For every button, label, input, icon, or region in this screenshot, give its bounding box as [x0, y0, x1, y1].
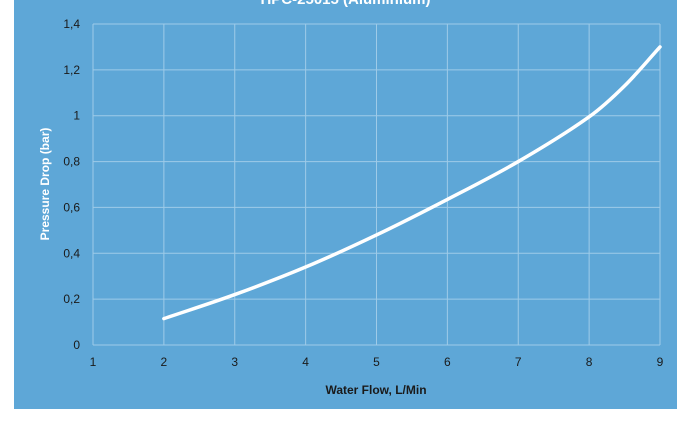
chart-title: HPC-25015 (Aluminium) [0, 0, 691, 8]
y-tick-label: 0 [73, 338, 80, 352]
x-tick-label: 1 [90, 355, 97, 369]
gridlines [92, 23, 661, 346]
y-tick-label: 0,8 [63, 155, 80, 169]
series-line [162, 45, 662, 321]
x-tick-label: 6 [444, 355, 451, 369]
y-tick-label: 0,6 [63, 200, 80, 214]
chart-background [14, 0, 677, 409]
series-layer [162, 45, 662, 321]
x-tick-label: 3 [231, 355, 238, 369]
x-tick-label: 2 [161, 355, 168, 369]
x-tick-label: 9 [657, 355, 664, 369]
y-tick-label: 1 [73, 109, 80, 123]
x-tick-label: 4 [302, 355, 309, 369]
x-axis-tick-labels: 1 2 3 4 5 6 7 8 9 [90, 355, 664, 369]
y-tick-label: 0,4 [63, 246, 80, 260]
x-tick-label: 5 [373, 355, 380, 369]
y-tick-label: 1,2 [63, 63, 80, 77]
x-tick-label: 7 [515, 355, 522, 369]
y-tick-label: 0,2 [63, 292, 80, 306]
y-tick-label: 1,4 [63, 17, 80, 31]
y-axis-title: Pressure Drop (bar) [38, 128, 52, 241]
x-tick-label: 8 [586, 355, 593, 369]
x-axis-title: Water Flow, L/Min [325, 383, 426, 397]
y-axis-tick-labels: 0 0,2 0,4 0,6 0,8 1 1,2 1,4 [63, 17, 80, 352]
